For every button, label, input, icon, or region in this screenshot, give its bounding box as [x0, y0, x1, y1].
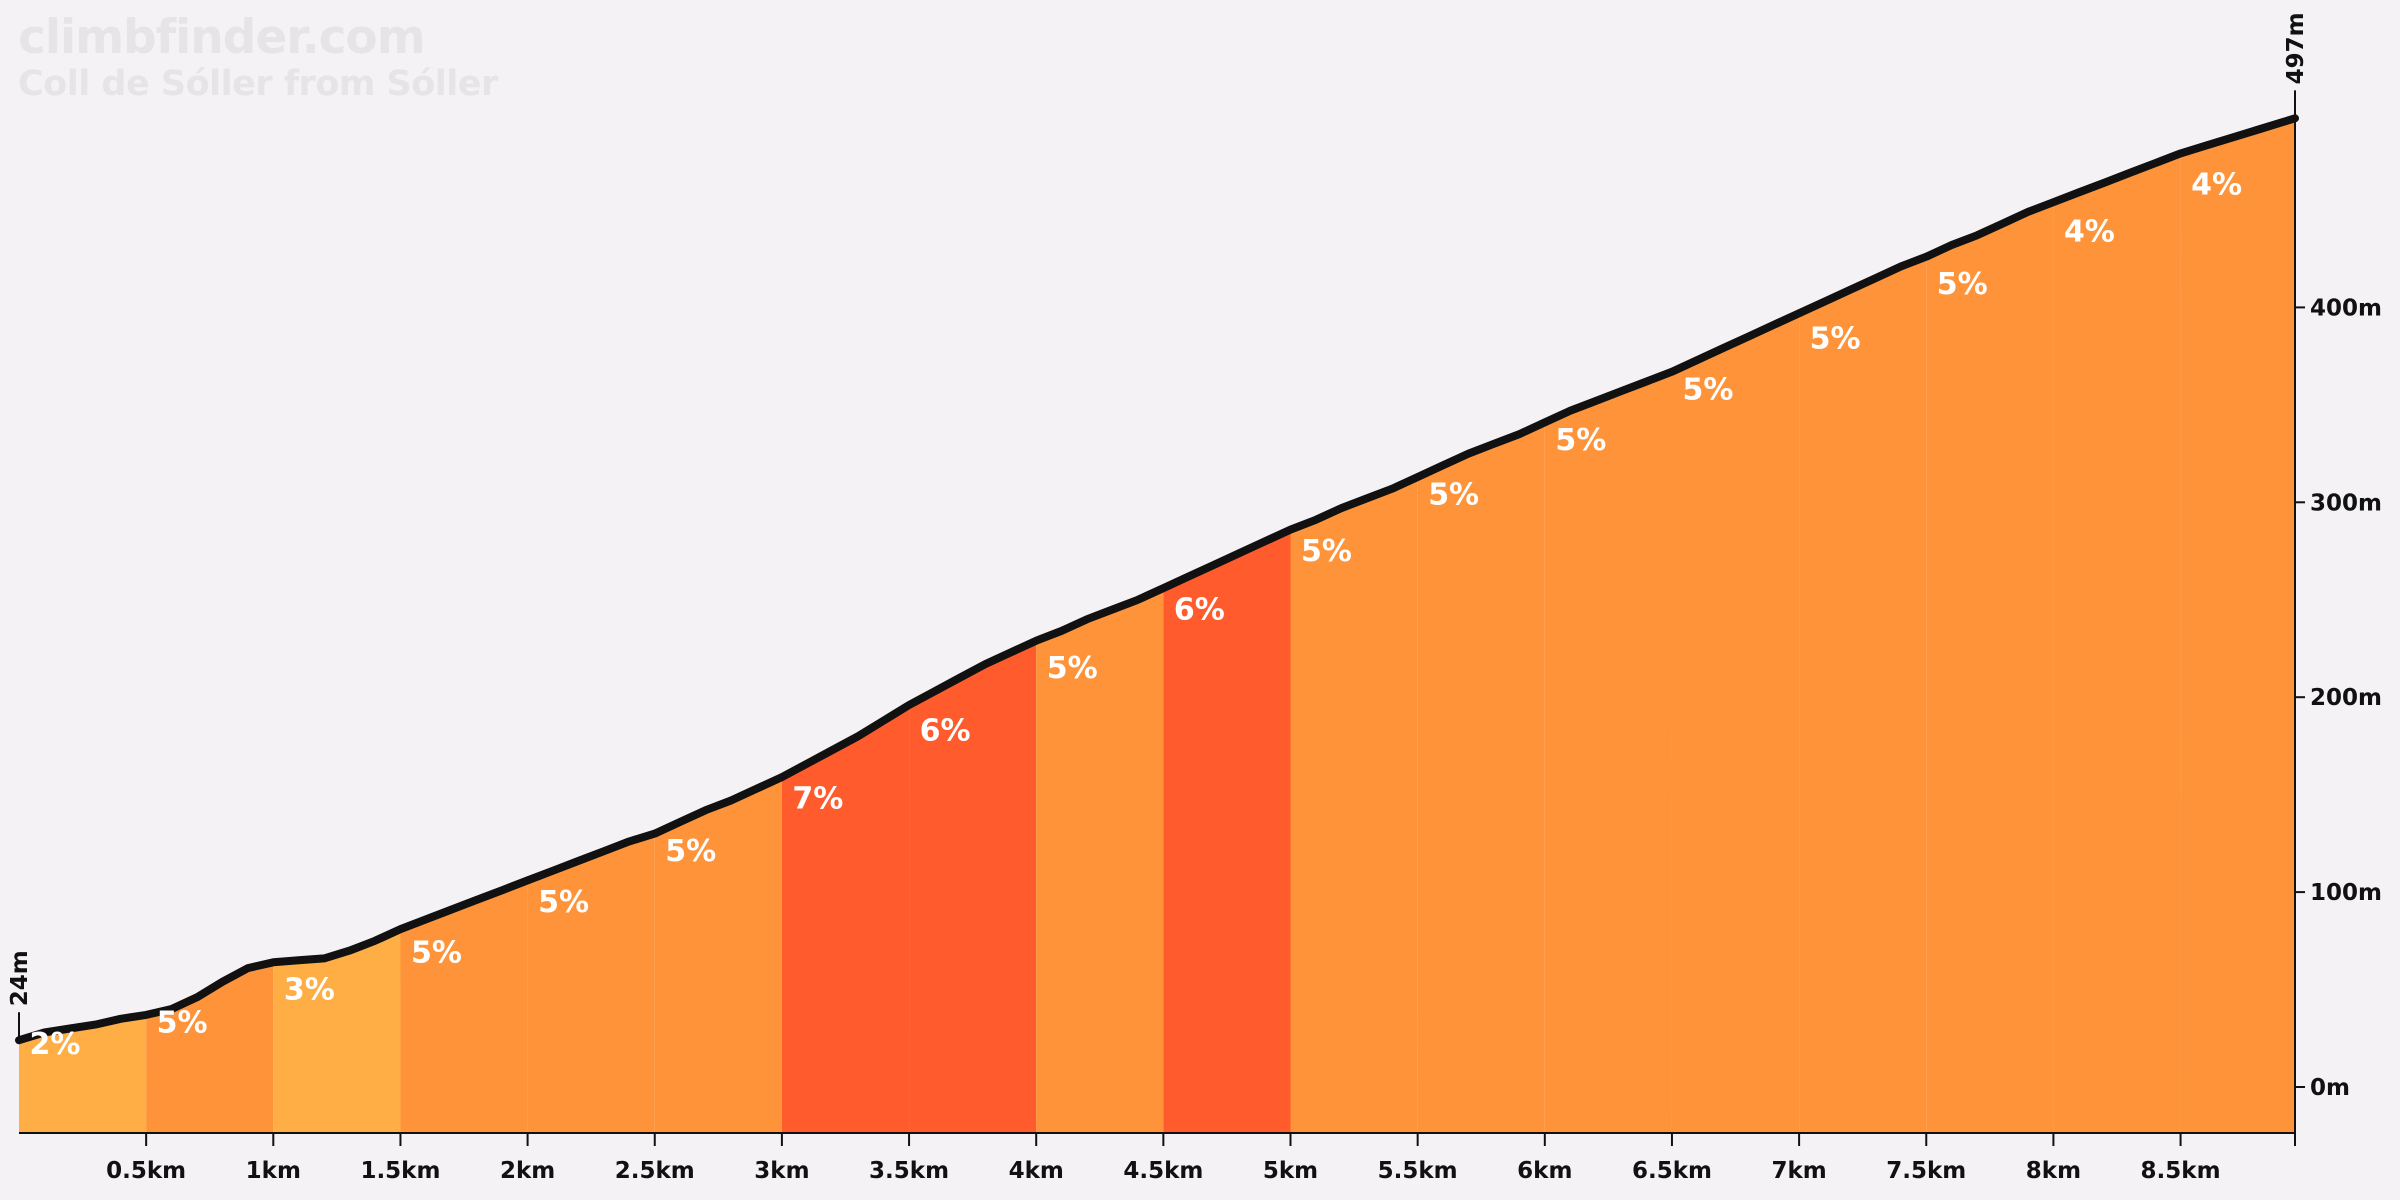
x-tick-label-16: 8km	[2026, 1158, 2081, 1184]
profile-line	[15, 114, 2299, 1045]
x-tick-label-5: 2.5km	[615, 1158, 695, 1184]
grade-segment-6	[654, 777, 782, 1133]
y-tick-label-5: 400m	[2310, 295, 2382, 321]
branding: climbfinder.com Coll de Sóller from Sóll…	[18, 14, 498, 102]
y-tick-label-1: 0m	[2310, 1075, 2350, 1101]
grade-segments	[19, 118, 2295, 1134]
grade-segment-11	[1290, 477, 1418, 1133]
grade-segment-14	[1671, 313, 1800, 1133]
x-tick-label-14: 7km	[1771, 1158, 1826, 1184]
x-tick-label-13: 6.5km	[1632, 1158, 1712, 1184]
grade-segment-2	[146, 962, 274, 1133]
x-tick-label-9: 4.5km	[1123, 1158, 1203, 1184]
grade-label-4: 5%	[411, 936, 462, 971]
y-tick-label-2: 100m	[2310, 880, 2382, 906]
grade-label-10: 6%	[1174, 593, 1225, 628]
grade-segment-7	[781, 705, 910, 1133]
grade-label-5: 5%	[538, 885, 589, 920]
endpoint-labels: 24m 497m	[7, 12, 2309, 1041]
grade-label-18: 4%	[2191, 168, 2242, 203]
x-tick-label-17: 8.5km	[2141, 1158, 2221, 1184]
y-tick-label-4: 300m	[2310, 490, 2382, 516]
grade-label-3: 3%	[284, 973, 335, 1008]
grade-segment-18	[2180, 118, 2295, 1134]
grade-label-17: 4%	[2064, 214, 2115, 249]
summit-elevation-label: 497m	[2283, 12, 2309, 84]
grade-label-8: 6%	[920, 713, 971, 748]
x-tick-label-7: 3.5km	[869, 1158, 949, 1184]
x-tick-label-10: 5km	[1263, 1158, 1318, 1184]
grade-label-2: 5%	[157, 1006, 208, 1041]
grade-label-15: 5%	[1810, 322, 1861, 357]
start-elevation-label: 24m	[7, 950, 33, 1006]
grade-label-16: 5%	[1937, 267, 1988, 302]
y-axis: 0m 100m 200m 300m 400m	[2294, 118, 2382, 1133]
x-tick-label-12: 6km	[1517, 1158, 1572, 1184]
profile-line-group	[15, 114, 2299, 1045]
site-name: climbfinder.com	[18, 10, 426, 65]
grade-segment-8	[909, 640, 1037, 1133]
x-tick-label-2: 1km	[246, 1158, 301, 1184]
grade-segment-9	[1036, 588, 1164, 1133]
x-tick-label-15: 7.5km	[1886, 1158, 1966, 1184]
x-tick-label-1: 0.5km	[106, 1158, 186, 1184]
grade-segment-12	[1417, 422, 1545, 1133]
grade-label-11: 5%	[1301, 534, 1352, 569]
grade-label-7: 7%	[792, 782, 843, 817]
climb-name: Coll de Sóller from Sóller	[18, 64, 498, 104]
grade-segment-13	[1544, 371, 1672, 1133]
grade-segment-5	[527, 833, 655, 1133]
x-tick-label-4: 2km	[500, 1158, 555, 1184]
x-tick-label-11: 5.5km	[1378, 1158, 1458, 1184]
grade-segment-4	[400, 880, 528, 1133]
grade-segment-15	[1799, 256, 1927, 1133]
grade-labels: 2% 5% 3% 5% 5% 5% 7% 6% 5% 6% 5% 5% 5% 5% 5% 5% 4% 4%	[30, 168, 2243, 1063]
grade-segment-17	[2053, 153, 2181, 1133]
grade-label-9: 5%	[1047, 651, 1098, 686]
grade-label-6: 5%	[665, 834, 716, 869]
x-tick-label-3: 1.5km	[360, 1158, 440, 1184]
grade-label-14: 5%	[1682, 372, 1733, 407]
grade-label-12: 5%	[1428, 478, 1479, 513]
x-axis: 0.5km 1km 1.5km 2km 2.5km 3km 3.5km 4km 4.5km 5km…	[19, 1127, 2296, 1184]
grade-segment-10	[1163, 529, 1291, 1133]
x-tick-label-8: 4km	[1009, 1158, 1064, 1184]
grade-segment-1	[19, 1014, 147, 1133]
grade-segment-16	[1926, 202, 2054, 1133]
y-tick-label-3: 200m	[2310, 685, 2382, 711]
grade-segment-3	[273, 929, 401, 1133]
grade-label-13: 5%	[1555, 423, 1606, 458]
grade-label-1: 2%	[30, 1027, 81, 1062]
x-tick-label-6: 3km	[754, 1158, 809, 1184]
